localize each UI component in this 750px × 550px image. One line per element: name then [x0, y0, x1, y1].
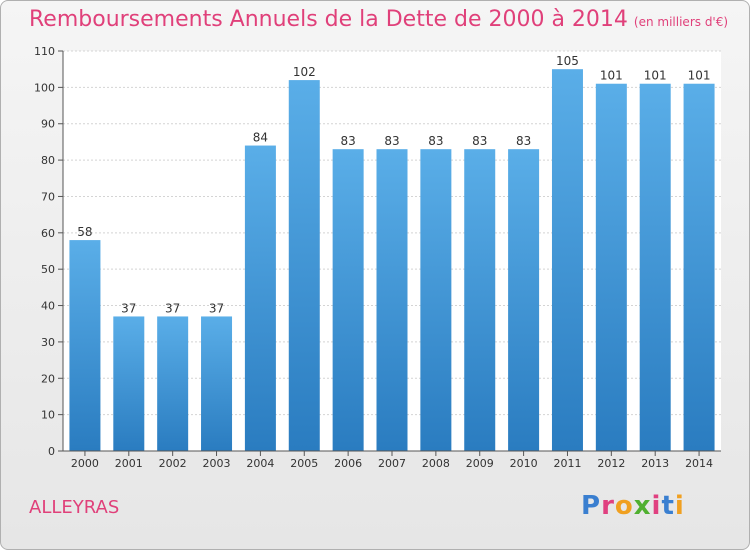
x-tick-label-2002: 2002	[159, 457, 187, 470]
logo-letter: i	[674, 491, 685, 521]
logo-letter: P	[581, 491, 602, 521]
x-tick-label-2004: 2004	[246, 457, 274, 470]
y-tick-label: 70	[41, 190, 55, 203]
y-tick-label: 40	[41, 300, 55, 313]
bar-2011	[551, 69, 583, 451]
bar-2000	[69, 240, 101, 451]
value-label-2005: 102	[293, 65, 316, 79]
x-tick-label-2007: 2007	[378, 457, 406, 470]
y-tick-label: 80	[41, 154, 55, 167]
value-label-2014: 101	[688, 69, 711, 83]
x-tick-label-2006: 2006	[334, 457, 362, 470]
bar-2006	[332, 149, 364, 451]
y-tick-label: 20	[41, 372, 55, 385]
value-label-2000: 58	[77, 225, 92, 239]
y-tick-label: 50	[41, 263, 55, 276]
bar-2014	[683, 83, 715, 452]
value-label-2002: 37	[165, 301, 180, 315]
bar-2009	[464, 149, 496, 451]
value-label-2010: 83	[516, 134, 531, 148]
bar-2007	[376, 149, 408, 451]
logo-letter: r	[601, 491, 615, 521]
y-tick-label: 10	[41, 409, 55, 422]
x-tick-label-2013: 2013	[641, 457, 669, 470]
proxiti-logo: Proxiti	[581, 491, 685, 521]
logo-letter: o	[614, 491, 634, 521]
logo-letter: x	[633, 491, 652, 521]
bar-2005	[288, 80, 320, 451]
value-label-2001: 37	[121, 301, 136, 315]
x-tick-label-2010: 2010	[510, 457, 538, 470]
bar-2008	[420, 149, 452, 451]
bar-2003	[201, 316, 233, 451]
logo-letter: i	[651, 491, 662, 521]
x-tick-label-2011: 2011	[553, 457, 581, 470]
value-label-2007: 83	[384, 134, 399, 148]
x-axis: 2000 2001 2002 2003 2004 2005 2006 2007 2008 2009…	[63, 450, 721, 470]
x-tick-label-2012: 2012	[597, 457, 625, 470]
commune-name: ALLEYRAS	[29, 497, 120, 518]
value-label-2004: 84	[253, 131, 268, 145]
title-unit: (en milliers d'€)	[633, 15, 729, 29]
y-tick-label: 90	[41, 118, 55, 131]
bar-2001	[113, 316, 145, 451]
logo-letter: t	[661, 491, 675, 521]
title-text: Remboursements Annuels de la Dette de 20…	[29, 7, 628, 32]
x-tick-label-2003: 2003	[203, 457, 231, 470]
bar-2012	[595, 83, 627, 452]
bar-2013	[639, 83, 671, 452]
value-label-2011: 105	[556, 54, 579, 68]
y-tick-label: 100	[34, 81, 55, 94]
bar-2002	[157, 316, 189, 451]
y-tick-label: 30	[41, 336, 55, 349]
bar-2004	[244, 145, 276, 451]
chart-title: Remboursements Annuels de la Dette de 20…	[29, 7, 728, 32]
value-label-2009: 83	[472, 134, 487, 148]
x-tick-label-2005: 2005	[290, 457, 318, 470]
value-label-2003: 37	[209, 301, 224, 315]
x-tick-label-2014: 2014	[685, 457, 713, 470]
y-tick-label: 60	[41, 227, 55, 240]
bars: 58 37 37 37 84 102 83 83 83 83 83 105 101 101 101	[69, 54, 715, 452]
value-label-2008: 83	[428, 134, 443, 148]
value-label-2013: 101	[644, 69, 667, 83]
value-label-2012: 101	[600, 69, 623, 83]
y-tick-label: 110	[34, 45, 55, 58]
value-label-2006: 83	[340, 134, 355, 148]
x-tick-label-2009: 2009	[466, 457, 494, 470]
x-tick-label-2001: 2001	[115, 457, 143, 470]
x-tick-label-2008: 2008	[422, 457, 450, 470]
x-tick-label-2000: 2000	[71, 457, 99, 470]
bar-2010	[508, 149, 540, 451]
y-tick-label: 0	[48, 445, 55, 458]
y-axis: 0 10 20 30 40 50 60 70 80 90 100 110	[34, 45, 64, 458]
